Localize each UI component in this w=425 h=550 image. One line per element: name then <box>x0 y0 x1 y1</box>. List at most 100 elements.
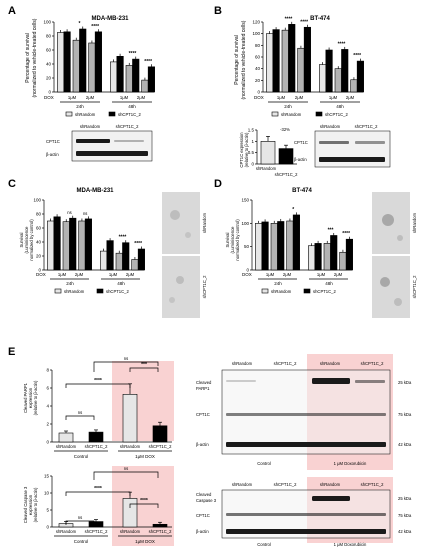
panel-d-ylabel-3: normalized by control) <box>235 219 240 261</box>
panel-d-bar <box>339 251 347 271</box>
panel-b-legend-cpt: shCPT1C_2 <box>325 112 348 117</box>
panel-b-y-tick-label: 40 <box>255 66 261 71</box>
panel-e-parp-sig-3: ns <box>78 410 82 415</box>
panel-d-significance: *** <box>328 227 334 233</box>
panel-a-cpt1c-band-random <box>76 139 110 143</box>
panel-e-casp-bracket-2 <box>129 503 159 508</box>
panel-a-bar <box>147 66 155 93</box>
panel-a-y-tick-label: 60 <box>46 48 52 53</box>
panel-a-y-tick-label: 0 <box>48 90 51 95</box>
panel-c-1um-24: 1μM <box>58 272 67 277</box>
panel-d-ylabel-1: Survival <box>225 232 230 247</box>
panel-d-legend-cpt-swatch <box>303 288 311 294</box>
panel-b-significance: **** <box>353 53 361 59</box>
panel-a-blot-random: shRandom <box>80 124 101 129</box>
panel-c-legend-cpt: shCPT1C_2 <box>106 289 129 294</box>
panel-e-parp-bar <box>152 425 168 443</box>
panel-a-title: MDA-MB-231 <box>91 16 129 22</box>
panel-e-casp-y-tick-label: 15 <box>44 474 50 479</box>
panel-e-parp-y-tick-label: 0 <box>46 440 49 445</box>
panel-b-bar <box>319 64 327 93</box>
panel-b-significance: **** <box>285 16 293 22</box>
panel-b-expr-ylabel-1: CPT1C expression <box>239 132 244 168</box>
panel-c-spheroid <box>169 297 175 303</box>
panel-a-blot-cpt1c-label: CPT1C <box>46 139 60 144</box>
panel-c-bar-chart: 0 20 40 60 80 100 ns ns **** **** <box>33 198 145 273</box>
panel-b-bar <box>266 33 274 93</box>
panel-c-bar <box>53 216 61 271</box>
panel-d-significance: * <box>292 207 294 213</box>
panel-e-parp-sig-4: ns <box>124 356 128 361</box>
panel-b-expr-bar <box>278 148 294 165</box>
panel-a-y-tick-label: 40 <box>46 62 52 67</box>
panel-d-48h-label: 48h <box>325 281 333 286</box>
panel-c-bar <box>78 220 86 271</box>
panel-e-actin-band-2 <box>226 529 386 534</box>
panel-d-bar <box>314 243 322 271</box>
panel-a-bar <box>72 39 80 93</box>
panel-e-parp-sig-2: *** <box>141 362 147 368</box>
panel-e-blot1-cpt-2: shCPT1C_2 <box>361 361 384 366</box>
panel-b-actin-band <box>319 157 385 162</box>
panel-d-1um-24: 1μM <box>266 272 275 277</box>
panel-a-bar <box>57 32 65 93</box>
panel-a-ylabel-2: (normalized to vehicle-treated cells) <box>32 18 38 97</box>
panel-e-casp-ylabel-3: (relative to β-actin) <box>33 487 38 522</box>
panel-e-parp-bracket-4 <box>93 361 159 372</box>
panel-b-bar <box>325 49 333 93</box>
panel-e-blot1-random-1: shRandom <box>232 361 253 366</box>
panel-e-casp-chart: 0 5 10 15 <box>44 474 172 530</box>
panel-a-bar <box>88 42 96 93</box>
panel-d-2um-48: 2μM <box>334 272 343 277</box>
panel-e-blot1-kda42: 42 kDa <box>398 442 412 447</box>
panel-c-spheroid <box>185 232 191 238</box>
panel-e-parp-bracket-3 <box>65 415 95 420</box>
panel-a-legend-random-swatch <box>65 111 73 117</box>
panel-e-parp-bracket-2 <box>129 367 159 372</box>
panel-d-micro-label-random: shRandom <box>412 212 417 233</box>
panel-b-bar <box>350 79 358 93</box>
panel-e-casp-cat-2: shCPT1C_2 <box>85 529 108 534</box>
panel-b-y-tick-label: 0 <box>257 90 260 95</box>
panel-c-bar <box>62 221 70 271</box>
panel-e-parp-cat-4: shCPT1C_2 <box>149 444 172 449</box>
panel-a-y-tick-label: 100 <box>43 20 51 25</box>
panel-a-bar <box>110 61 118 93</box>
panel-b-title: BT-474 <box>310 16 330 22</box>
panel-a-legend-random: shRandom <box>75 112 96 117</box>
panel-label-c: C <box>8 178 16 190</box>
panel-e-blot2-random-2: shRandom <box>320 482 341 487</box>
panel-b-cpt1c-band-cpt <box>355 141 385 144</box>
panel-a-ylabel-1: Percentage of survival <box>25 33 31 82</box>
panel-c-y-tick-label: 40 <box>36 240 42 245</box>
panel-b-expr-bar <box>260 141 276 165</box>
panel-c-micro-label-random: shRandom <box>202 212 207 233</box>
panel-e-parp-bracket-1 <box>65 383 131 388</box>
panel-c-micrograph-cpt <box>162 256 200 318</box>
panel-e-blot2-random-1: shRandom <box>232 482 253 487</box>
panel-c-significance: **** <box>134 241 142 247</box>
panel-a-2um-24: 2μM <box>86 95 95 100</box>
panel-b-expr-y-tick-label: 1 <box>251 139 254 144</box>
panel-a-bar <box>116 55 124 93</box>
panel-d-bar <box>286 220 294 271</box>
panel-a-significance: * <box>79 21 81 27</box>
panel-d-ylabel-2: (Luminiscence <box>230 226 235 254</box>
panel-c-y-tick-label: 100 <box>33 198 41 203</box>
panel-d-bar <box>345 238 353 271</box>
panel-b-bar <box>341 49 349 93</box>
panel-b-expr-cat-cpt: shCPT1C_2 <box>275 172 298 177</box>
panel-b-ylabel-1: Percentage of survival <box>234 35 240 84</box>
panel-label-d: D <box>214 178 222 190</box>
panel-e-casp-sig-1: **** <box>94 486 102 492</box>
panel-a-bar <box>79 28 87 93</box>
panel-e-blot2-kda42: 42 kDa <box>398 529 412 534</box>
panel-c-micro-label-cpt: shCPT1C_2 <box>202 275 207 298</box>
panel-e-parp-band-control <box>226 380 256 382</box>
panel-d-24h-label: 24h <box>274 281 282 286</box>
panel-c-bar <box>115 252 123 271</box>
panel-e-parp-bar <box>58 432 74 443</box>
panel-e-casp-cat-1: shRandom <box>56 529 77 534</box>
panel-b-1um-48: 1μM <box>329 95 338 100</box>
